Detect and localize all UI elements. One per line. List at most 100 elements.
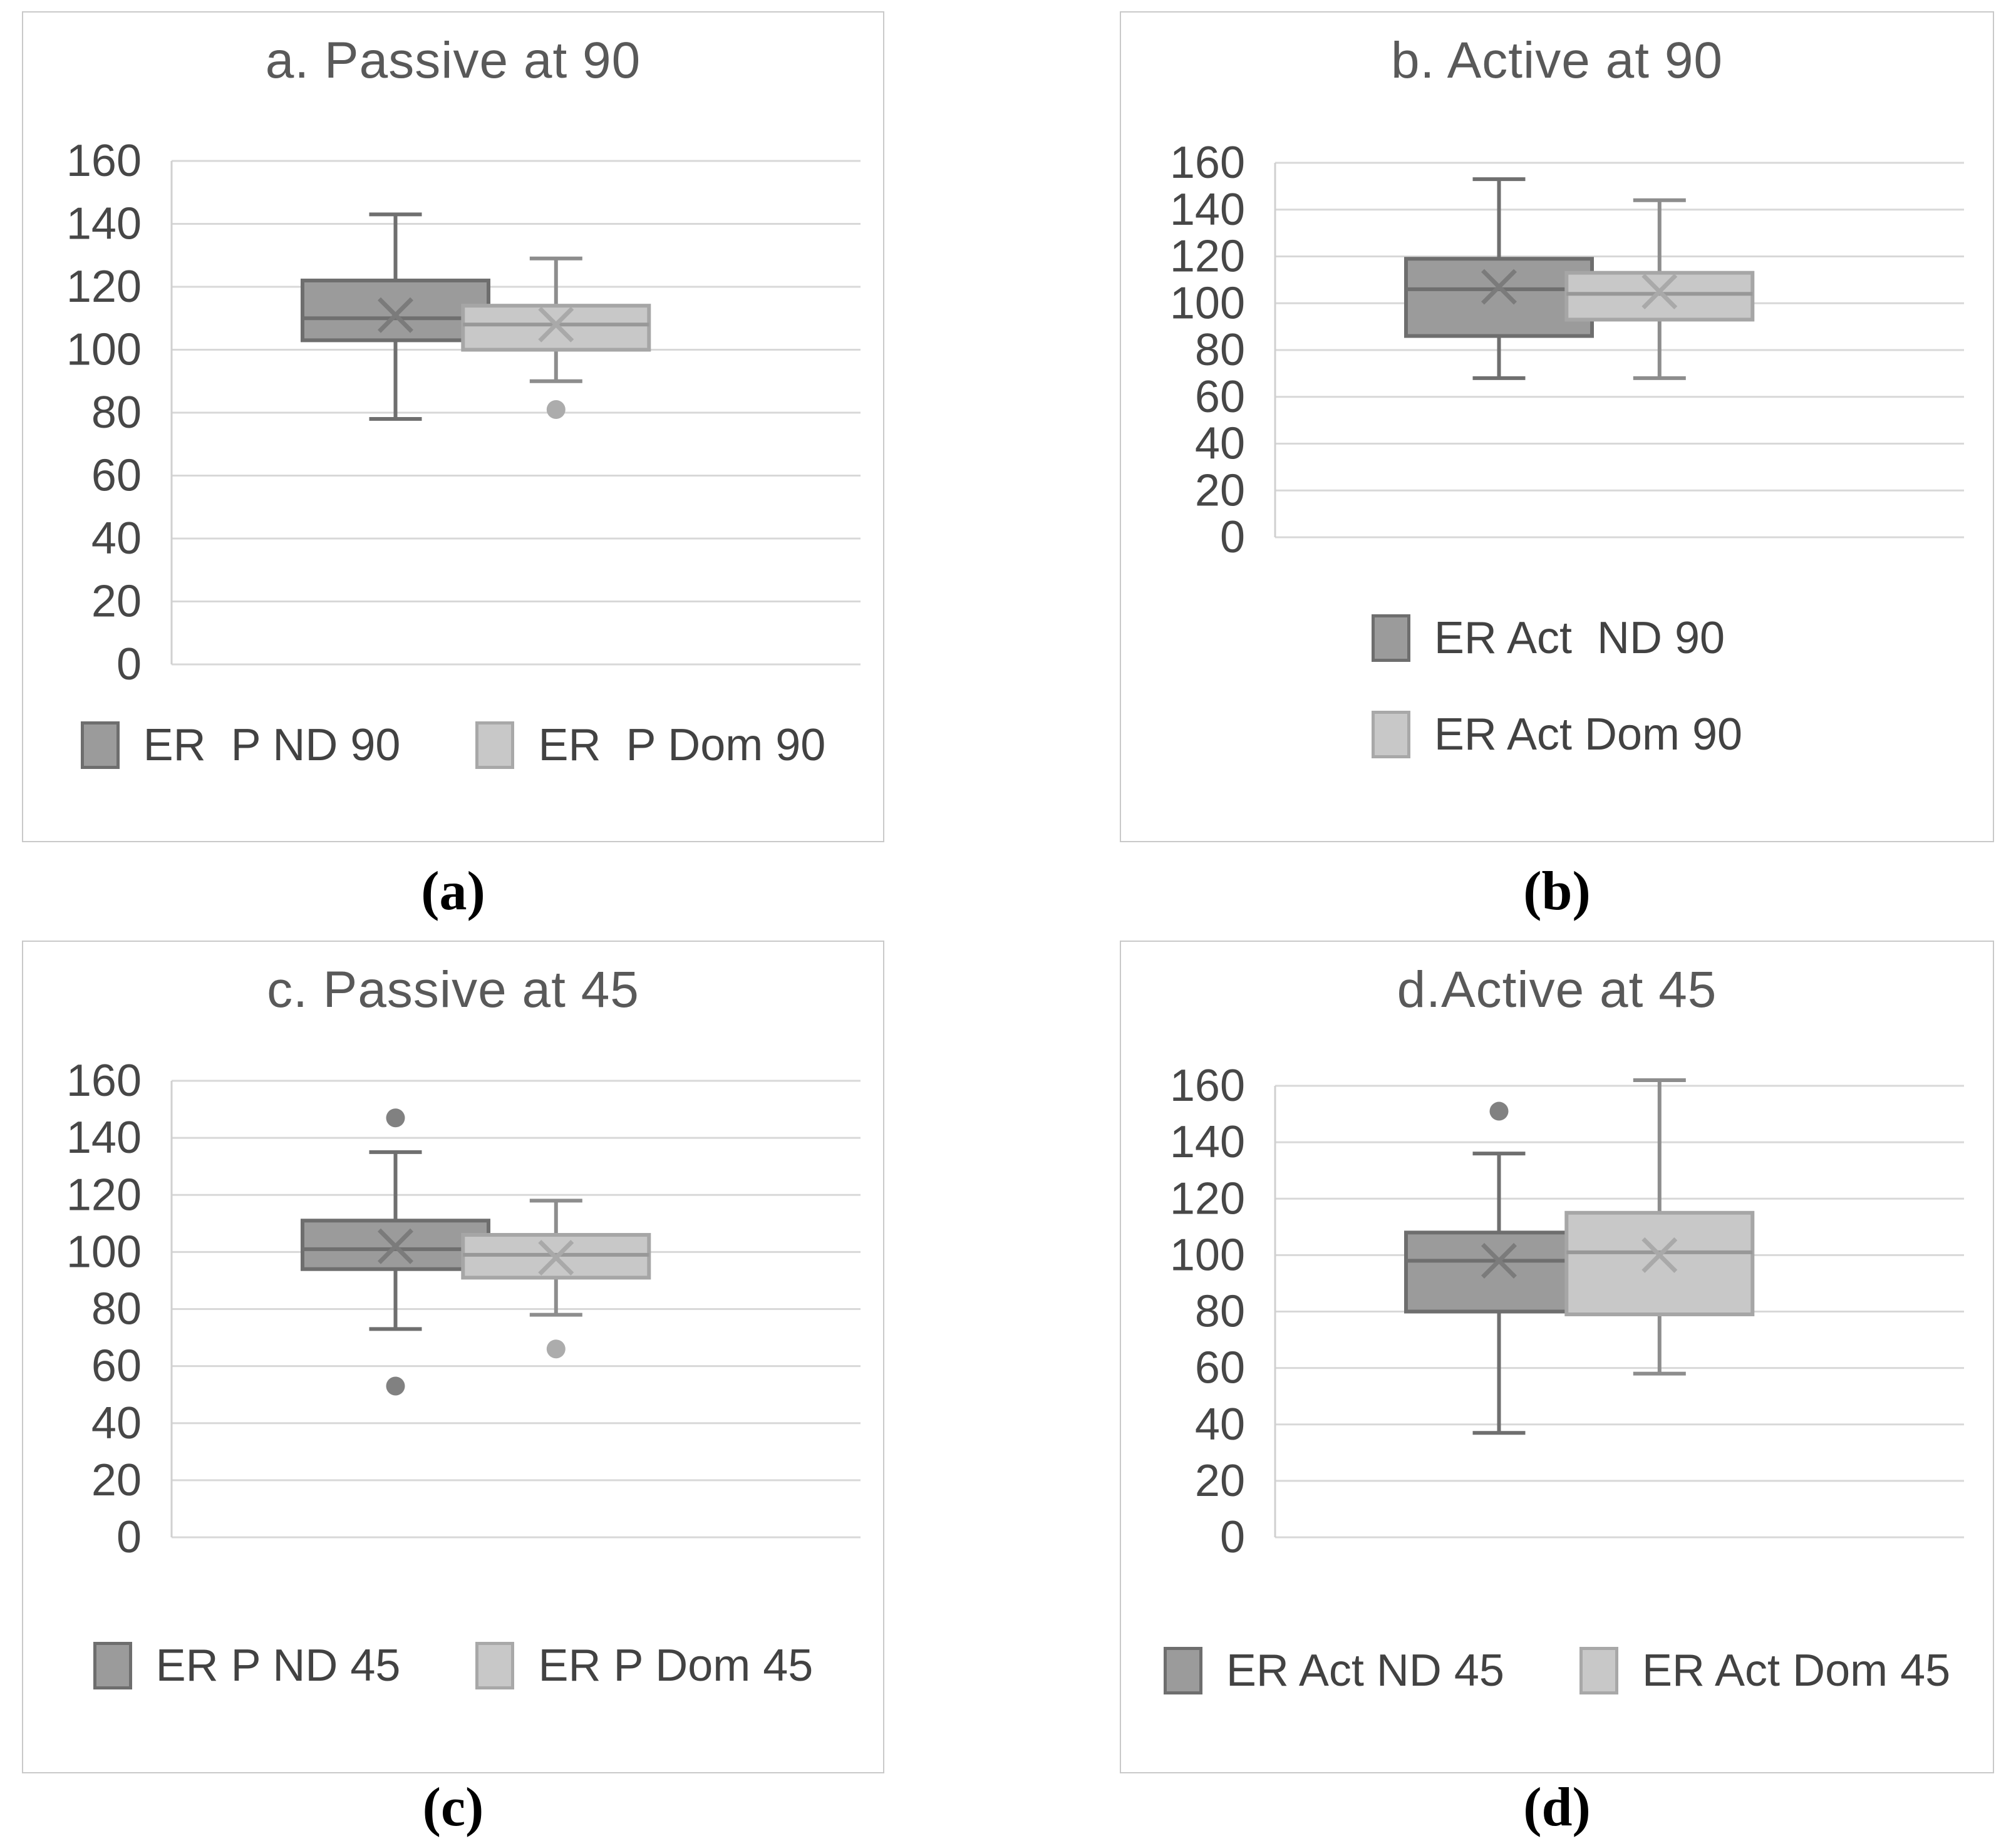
- y-tick-label: 20: [91, 577, 141, 627]
- legend: ER P ND 45 ER P Dom 45: [93, 1640, 813, 1691]
- mean-marker: [377, 297, 413, 333]
- y-tick-label: 140: [66, 1113, 141, 1163]
- mean-marker: [1481, 269, 1517, 305]
- mean-marker: [537, 306, 574, 343]
- panel-title: b. Active at 90: [1390, 32, 1724, 89]
- y-tick-label: 80: [1195, 1287, 1245, 1337]
- legend-label: ER P ND 45: [155, 1641, 401, 1691]
- outlier-point: [546, 1339, 566, 1359]
- legend-item: ER P Dom 90: [475, 719, 825, 771]
- legend-swatch-dark: [1371, 614, 1410, 662]
- y-tick-label: 0: [116, 1512, 141, 1562]
- y-tick-label: 40: [91, 1398, 141, 1448]
- outlier-point: [546, 400, 566, 419]
- y-tick-label: 60: [91, 1341, 141, 1391]
- legend-label: ER P ND 90: [143, 720, 401, 770]
- box-dark: [1404, 1230, 1594, 1314]
- legend-item: ER Act ND 90: [1371, 612, 1725, 664]
- y-tick-label: 0: [116, 639, 141, 689]
- panel-title: d.Active at 45: [1397, 961, 1717, 1018]
- caption-b: (b): [1523, 861, 1591, 922]
- y-tick-label: 140: [66, 199, 141, 249]
- y-tick-label: 100: [1170, 278, 1245, 328]
- y-tick-label: 120: [1170, 232, 1245, 282]
- y-tick-label: 140: [1170, 1117, 1245, 1167]
- y-tick-label: 40: [1195, 419, 1245, 469]
- panel-passive-90: a. Passive at 90 160 140 120 100 80 60 40 20 0 E…: [22, 11, 884, 842]
- legend-item: ER P ND 45: [93, 1640, 401, 1691]
- y-tick-label: 20: [91, 1455, 141, 1505]
- mean-marker: [377, 1228, 413, 1264]
- legend-swatch-light: [475, 721, 515, 769]
- legend-swatch-light: [1371, 711, 1410, 758]
- y-tick-label: 100: [1170, 1230, 1245, 1280]
- panel-active-90: b. Active at 90 160 140 120 100 80 60 40 20 0 ER…: [1120, 11, 1994, 842]
- mean-marker: [1641, 1237, 1678, 1273]
- y-tick-label: 40: [91, 513, 141, 564]
- boxplot-chart-passive-90: 160 140 120 100 80 60 40 20 0: [66, 136, 861, 689]
- mean-marker: [537, 1240, 574, 1276]
- legend: ER Act ND 90 ER Act Dom 90: [1371, 612, 1743, 760]
- figure-grid: a. Passive at 90 160 140 120 100 80 60 40 20 0 E…: [22, 11, 2016, 1838]
- y-tick-label: 160: [1170, 1061, 1245, 1111]
- y-tick-label: 120: [1170, 1173, 1245, 1224]
- legend-label: ER Act ND 90: [1434, 613, 1725, 663]
- legend-label: ER P Dom 90: [538, 720, 826, 770]
- y-tick-label: 20: [1195, 465, 1245, 515]
- box-light: [1564, 1210, 1755, 1317]
- box-dark: [1404, 257, 1594, 338]
- y-tick-label: 60: [1195, 1343, 1245, 1393]
- y-tick-label: 120: [66, 1170, 141, 1220]
- y-tick-label: 100: [66, 325, 141, 375]
- legend-swatch-dark: [93, 1642, 132, 1689]
- legend-label: ER Act Dom 90: [1434, 709, 1743, 760]
- legend: ER P ND 90 ER P Dom 90: [80, 719, 825, 771]
- box-dark: [300, 278, 490, 343]
- panel-active-45: d.Active at 45 160 140 120 100 80 60 40 20 0 ER …: [1120, 941, 1994, 1773]
- outlier-point: [386, 1376, 405, 1396]
- legend-label: ER Act ND 45: [1226, 1646, 1504, 1696]
- panel-title: a. Passive at 90: [265, 32, 641, 89]
- panel-passive-45: c. Passive at 45 160 140 120 100 80 60 40 20 0 E…: [22, 941, 884, 1773]
- y-tick-label: 120: [66, 262, 141, 312]
- caption-a: (a): [421, 861, 485, 922]
- panel-title: c. Passive at 45: [267, 961, 639, 1018]
- y-tick-label: 160: [1170, 138, 1245, 188]
- y-tick-label: 140: [1170, 185, 1245, 235]
- y-tick-label: 80: [91, 388, 141, 438]
- caption-c: (c): [422, 1777, 484, 1838]
- outlier-point: [1489, 1101, 1509, 1121]
- legend-label: ER Act Dom 45: [1641, 1646, 1951, 1696]
- legend-swatch-light: [475, 1642, 515, 1689]
- legend-item: ER Act Dom 45: [1579, 1645, 1950, 1696]
- box-light: [1564, 271, 1755, 322]
- y-tick-label: 60: [1195, 372, 1245, 422]
- y-tick-label: 160: [66, 136, 141, 186]
- legend-swatch-dark: [1163, 1647, 1202, 1694]
- mean-marker: [1481, 1242, 1517, 1279]
- legend-swatch-light: [1579, 1647, 1618, 1694]
- boxplot-chart-active-45: 160 140 120 100 80 60 40 20 0: [1170, 1061, 1964, 1562]
- legend-item: ER Act ND 45: [1163, 1645, 1504, 1696]
- y-tick-label: 0: [1220, 1512, 1245, 1562]
- legend-item: ER Act Dom 90: [1371, 709, 1743, 760]
- box-light: [460, 304, 651, 352]
- legend-item: ER P ND 90: [80, 719, 401, 771]
- legend-swatch-dark: [80, 721, 120, 769]
- y-tick-label: 60: [91, 451, 141, 501]
- y-tick-label: 100: [66, 1227, 141, 1277]
- y-tick-label: 80: [1195, 325, 1245, 375]
- legend: ER Act ND 45 ER Act Dom 45: [1163, 1645, 1950, 1696]
- caption-d: (d): [1523, 1777, 1591, 1838]
- y-tick-label: 0: [1220, 512, 1245, 562]
- boxplot-chart-passive-45: 160 140 120 100 80 60 40 20 0: [66, 1056, 861, 1562]
- legend-item: ER P Dom 45: [475, 1640, 813, 1691]
- outlier-point: [386, 1108, 405, 1128]
- y-tick-label: 40: [1195, 1400, 1245, 1450]
- y-tick-label: 160: [66, 1056, 141, 1106]
- y-tick-label: 80: [91, 1284, 141, 1334]
- legend-label: ER P Dom 45: [538, 1641, 814, 1691]
- mean-marker: [1641, 274, 1678, 310]
- y-tick-label: 20: [1195, 1456, 1245, 1506]
